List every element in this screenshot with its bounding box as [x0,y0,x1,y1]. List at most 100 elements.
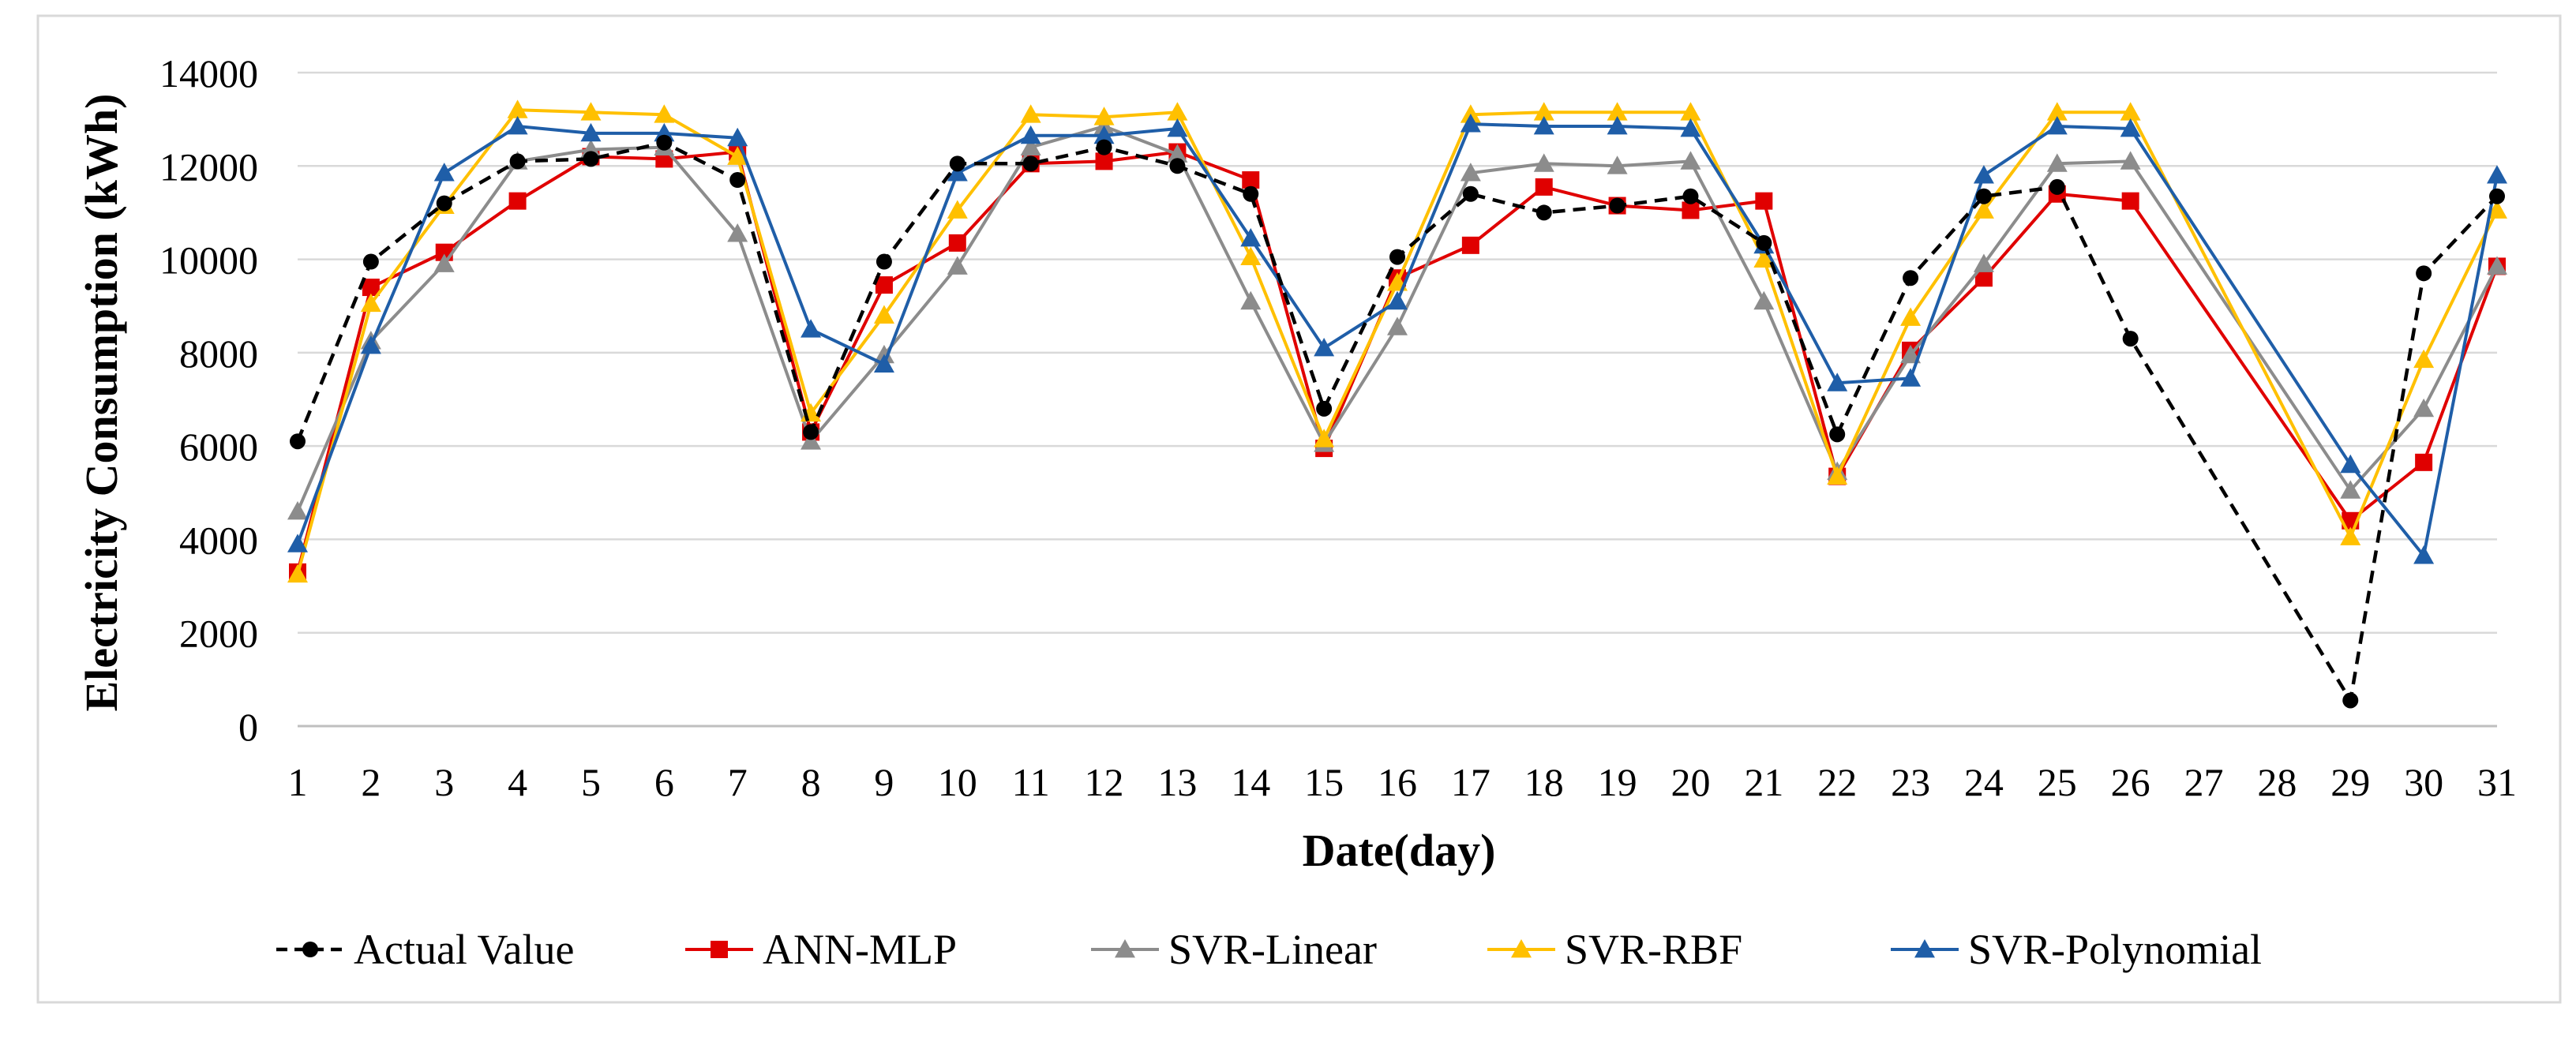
data-point-ann-mlp [948,234,966,252]
data-point-ann-mlp [362,279,380,297]
data-point-svr-linear [2120,151,2141,170]
data-point-actual-value [1096,139,1112,155]
legend-marker-ann-mlp [711,941,728,958]
x-tick-label: 26 [2111,760,2150,804]
data-point-actual-value [362,253,379,270]
data-point-svr-polynomial [947,163,968,182]
data-point-svr-polynomial [1314,337,1335,357]
data-point-svr-polynomial [1607,116,1628,135]
data-point-svr-polynomial [2487,165,2507,184]
data-point-svr-linear [1680,151,1701,170]
data-point-actual-value [1243,185,1259,202]
data-point-actual-value [583,151,599,167]
data-point-svr-linear [947,256,968,275]
data-point-svr-rbf [1973,200,1994,219]
data-point-svr-rbf [2413,349,2435,369]
data-point-svr-polynomial [507,116,528,135]
data-point-svr-linear [2413,398,2435,418]
data-point-actual-value [2416,265,2432,282]
x-tick-label: 30 [2404,760,2443,804]
legend-label-svr-polynomial: SVR-Polynomial [1968,926,2262,973]
data-point-svr-linear [1460,163,1481,182]
y-tick-label: 10000 [159,238,258,283]
data-point-svr-linear [2046,153,2068,172]
y-tick-label: 6000 [179,425,258,469]
data-point-ann-mlp [1242,171,1260,189]
data-point-svr-polynomial [2340,454,2361,474]
data-point-svr-polynomial [873,354,894,373]
data-point-svr-polynomial [287,534,308,552]
x-tick-label: 10 [938,760,977,804]
data-point-svr-linear [1607,155,1628,174]
data-point-svr-rbf [1240,246,1262,266]
data-point-svr-rbf [1753,249,1775,268]
data-point-actual-value [2489,188,2505,204]
data-point-svr-polynomial [2120,118,2141,137]
legend-marker-svr-rbf [1511,939,1532,958]
data-point-ann-mlp [1682,201,1700,219]
data-point-svr-linear [1167,144,1188,163]
data-point-ann-mlp [1461,236,1479,254]
x-tick-label: 5 [581,760,601,804]
x-tick-label: 16 [1378,760,1417,804]
data-point-actual-value [1169,158,1186,174]
data-point-actual-value [656,134,673,151]
y-tick-label: 14000 [159,51,258,95]
data-point-svr-linear [801,431,822,450]
x-tick-label: 11 [1012,760,1050,804]
legend-item-svr-linear: SVR-Linear [1091,926,1377,973]
data-point-actual-value [876,253,892,270]
legend-item-ann-mlp: ANN-MLP [685,926,957,973]
data-point-svr-linear [727,223,748,242]
data-point-svr-rbf [507,99,528,118]
data-point-svr-linear [2487,256,2507,275]
data-point-ann-mlp [875,276,893,294]
data-point-svr-rbf [2120,102,2141,121]
data-point-ann-mlp [1535,178,1553,196]
y-tick-label: 0 [238,705,258,749]
x-tick-label: 28 [2257,760,2297,804]
x-tick-label: 31 [2477,760,2517,804]
data-point-svr-rbf [1827,466,1848,485]
legend: Actual Value ANN-MLP SVR-Linear SVR-RBF SVR-… [276,926,2262,973]
x-tick-label: 13 [1157,760,1197,804]
x-tick-label: 21 [1744,760,1783,804]
data-point-svr-polynomial [580,122,602,142]
x-tick-label: 18 [1524,760,1564,804]
data-point-actual-value [1462,185,1479,202]
y-tick-label: 2000 [179,612,258,656]
series-svr-polynomial [287,114,2507,564]
data-point-actual-value [1903,270,1919,286]
x-tick-label: 4 [508,760,527,804]
x-tick-label: 15 [1304,760,1344,804]
data-point-svr-polynomial [433,163,455,182]
data-point-svr-rbf [1900,307,1922,326]
data-point-svr-linear [287,500,308,520]
x-tick-label: 1 [288,760,308,804]
data-point-ann-mlp [1755,192,1773,210]
legend-label-svr-rbf: SVR-RBF [1565,926,1742,973]
data-point-actual-value [803,424,819,440]
data-point-actual-value [2122,331,2139,347]
data-point-actual-value [2049,178,2065,195]
data-point-svr-polynomial [1167,118,1188,137]
legend-marker-actual-value [302,942,318,957]
data-point-svr-polynomial [1460,114,1481,133]
data-point-ann-mlp [2415,453,2433,471]
data-point-svr-linear [1973,253,1994,272]
data-point-svr-linear [1093,116,1115,135]
series-line-actual-value [295,140,2499,702]
data-point-actual-value [290,433,306,450]
legend-marker-svr-polynomial [1914,939,1935,958]
x-tick-label: 22 [1817,760,1857,804]
data-point-actual-value [1389,249,1405,265]
data-point-svr-polynomial [801,319,822,338]
data-point-ann-mlp [508,192,527,210]
data-point-actual-value [949,155,966,172]
x-tick-label: 8 [801,760,821,804]
x-tick-label: 24 [1964,760,2004,804]
x-tick-label: 25 [2038,760,2077,804]
series-svr-rbf [287,99,2507,583]
x-tick-label: 2 [361,760,381,804]
